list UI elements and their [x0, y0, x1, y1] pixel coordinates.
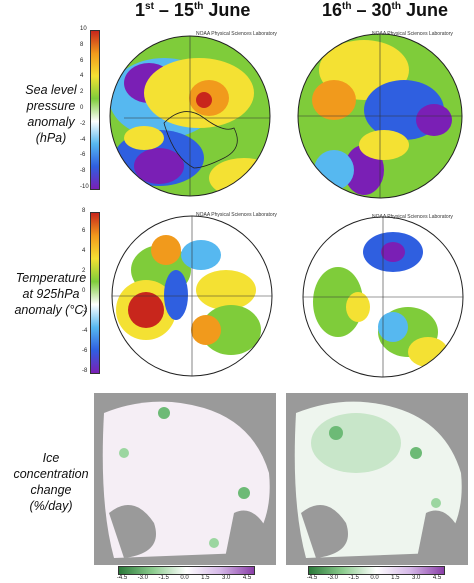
- ice-scale-tick: -4.5: [116, 575, 128, 581]
- slp-map-first-half: [109, 35, 271, 197]
- temp_scale-tick: 2: [82, 268, 86, 274]
- slp-map-second-half: [297, 33, 463, 199]
- noaa-credit-4: NOAA Physical Sciences Laboratory: [372, 214, 453, 220]
- slp_scale-tick: 10: [80, 26, 87, 32]
- slp_scale-tick: 6: [80, 57, 84, 64]
- temp_scale-tick: 4: [82, 248, 86, 254]
- ice-scale-tick: -3.0: [137, 575, 148, 581]
- slp_scale-tick: -10: [80, 184, 89, 190]
- ice-map-second-half: [286, 393, 468, 565]
- temp_scale-tick: -2: [82, 308, 88, 314]
- slp_scale-tick: -2: [80, 120, 86, 127]
- ice-scale-tick: 4.5: [432, 575, 442, 581]
- temp_scale-tick: 6: [82, 228, 86, 234]
- ice-scale-tick: -3.0: [327, 575, 338, 581]
- noaa-credit-3: NOAA Physical Sciences Laboratory: [196, 212, 277, 218]
- slp-colorbar: [90, 30, 100, 190]
- slp_scale-tick: 8: [80, 41, 84, 48]
- temp-colorbar: [90, 212, 100, 374]
- ice-colorbar-second: [308, 566, 445, 575]
- noaa-credit-1: NOAA Physical Sciences Laboratory: [196, 31, 277, 37]
- slp_scale-tick: 4: [80, 73, 84, 80]
- slp_scale-tick: -8: [80, 168, 86, 175]
- temp_scale-tick: -6: [82, 348, 88, 354]
- ice-scale-tick: 3.0: [411, 575, 421, 581]
- ice-scale-tick: 0.0: [370, 575, 379, 581]
- temp_scale-tick: 0: [82, 288, 86, 294]
- ice-scale-tick: -1.5: [158, 575, 169, 581]
- noaa-credit-2: NOAA Physical Sciences Laboratory: [372, 31, 453, 37]
- temp_scale-tick: 8: [82, 208, 86, 214]
- row-label-slp: Sea level pressure anomaly (hPa): [25, 83, 77, 145]
- row-label-temperature: Temperature at 925hPa anomaly (°C): [14, 271, 88, 317]
- ice-scale-tick: 0.0: [180, 575, 189, 581]
- ice-colorbar-first: [118, 566, 255, 575]
- ice-map-first-half: [94, 393, 276, 565]
- column-title-first-half: 1st – 15th June: [135, 0, 251, 20]
- temp-map-first-half: [111, 215, 273, 377]
- row-label-ice: Ice concentration change (%/day): [13, 451, 89, 513]
- slp_scale-tick: -6: [80, 152, 86, 159]
- ice-scale-tick: 4.5: [242, 575, 252, 581]
- slp_scale-tick: -4: [80, 136, 86, 143]
- ice-scale-tick: -4.5: [306, 575, 318, 581]
- ice-scale-tick: -1.5: [348, 575, 359, 581]
- ice-scale-tick: 3.0: [221, 575, 231, 581]
- slp_scale-tick: 0: [80, 105, 84, 111]
- ice-scale-tick: 1.5: [391, 575, 400, 581]
- temp-map-second-half: [302, 216, 464, 378]
- ice-scale-tick: 1.5: [201, 575, 210, 581]
- temp_scale-tick: -4: [82, 328, 88, 334]
- temp_scale-tick: -8: [82, 368, 88, 374]
- column-title-second-half: 16th – 30th June: [322, 0, 448, 20]
- slp_scale-tick: 2: [80, 89, 84, 96]
